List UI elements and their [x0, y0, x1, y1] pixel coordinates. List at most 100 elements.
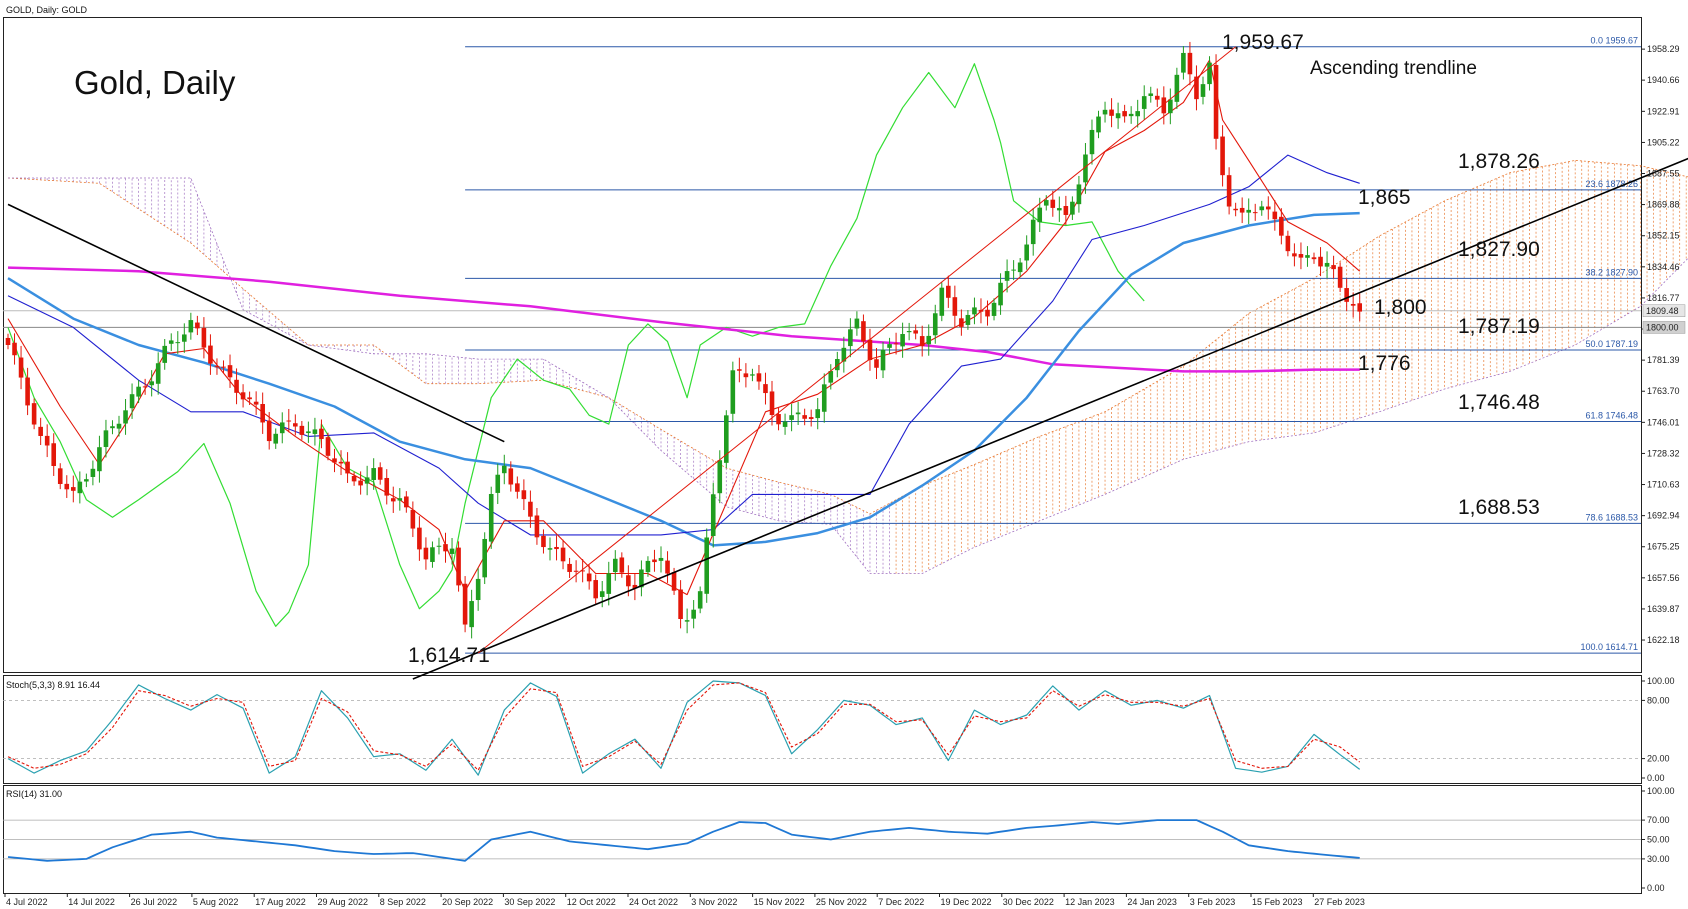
candle-body	[1194, 76, 1199, 100]
candle-body	[371, 468, 376, 480]
candle-body	[978, 309, 984, 312]
price-tick-label: 1816.77	[1647, 293, 1680, 303]
candle-body	[25, 377, 30, 406]
time-tick-label: 24 Jan 2023	[1127, 897, 1177, 907]
candle-body	[1057, 208, 1062, 211]
candle-body	[828, 371, 834, 383]
sma-slow-value-label: 1,776	[1358, 352, 1411, 375]
price-tick-label: 1710.63	[1647, 480, 1680, 490]
candle-body	[815, 409, 821, 419]
candle-body	[1259, 206, 1265, 211]
candle-body	[926, 335, 932, 345]
candle-body	[854, 318, 860, 329]
candle-body	[612, 558, 618, 573]
candle-body	[488, 493, 494, 542]
candle-body	[919, 336, 925, 347]
fib-level-label-100.0: 100.0 1614.71	[1580, 642, 1638, 652]
price-tick-label: 1622.18	[1647, 635, 1680, 645]
candle-body	[684, 620, 690, 622]
candle-body	[1148, 93, 1154, 96]
candle-body	[1037, 207, 1043, 223]
price-tick-label: 1922.91	[1647, 106, 1680, 116]
candle-body	[57, 468, 63, 485]
candle-body	[639, 569, 644, 588]
candle-body	[710, 494, 716, 536]
swing-channel-line	[477, 46, 1236, 654]
rsi-tick-label: 0.00	[1647, 883, 1665, 893]
candle-body	[306, 431, 311, 434]
price-tag-box	[1642, 304, 1686, 318]
candle-body	[1063, 205, 1069, 215]
candle-body	[1168, 99, 1173, 114]
candle-body	[1220, 136, 1225, 176]
candle-body	[782, 421, 788, 427]
candle-body	[880, 349, 886, 371]
candle-body	[586, 573, 592, 582]
candle-body	[38, 426, 43, 436]
stoch-pane-frame	[3, 675, 1642, 784]
candle-body	[737, 369, 742, 371]
candlesticks	[5, 41, 1363, 639]
time-tick-label: 14 Jul 2022	[68, 897, 115, 907]
candle-body	[952, 297, 958, 316]
candle-body	[312, 429, 318, 434]
candle-body	[671, 572, 677, 591]
candle-body	[364, 477, 370, 484]
rsi-pane: 100.00 70.00 50.00 30.00 0.00	[3, 786, 1675, 893]
time-tick-label: 20 Sep 2022	[442, 897, 493, 907]
candle-body	[861, 321, 866, 342]
candle-body	[1200, 84, 1206, 97]
candle-body	[1239, 207, 1245, 213]
candle-body	[384, 477, 390, 496]
candle-body	[554, 546, 559, 550]
candle-body	[103, 430, 109, 447]
candle-body	[462, 583, 468, 625]
candle-body	[906, 331, 912, 333]
price-tag-label: 1809.48	[1646, 306, 1679, 316]
time-tick-label: 19 Dec 2022	[941, 897, 992, 907]
stochastic-pane: 100.00 80.00 20.00 0.00	[3, 676, 1675, 783]
time-tick-label: 15 Nov 2022	[754, 897, 805, 907]
candle-body	[913, 330, 918, 334]
time-tick-label: 7 Dec 2022	[878, 897, 924, 907]
candle-body	[1298, 254, 1304, 258]
candle-body	[221, 366, 226, 368]
candle-body	[567, 563, 572, 572]
time-tick-label: 15 Feb 2023	[1252, 897, 1303, 907]
candle-body	[1076, 184, 1082, 205]
rsi-tick-label: 70.00	[1647, 815, 1670, 825]
candle-body	[691, 609, 696, 619]
candle-body	[1135, 111, 1140, 117]
stoch-tick-label: 20.00	[1647, 754, 1670, 764]
candle-body	[665, 560, 670, 574]
candle-body	[417, 527, 422, 550]
candle-body	[1337, 266, 1343, 288]
rsi-line	[7, 819, 1360, 862]
candle-body	[874, 359, 879, 368]
candle-body	[1265, 206, 1271, 210]
time-tick-label: 12 Jan 2023	[1065, 897, 1115, 907]
candle-body	[423, 547, 429, 560]
candle-body	[1174, 74, 1180, 102]
candle-body	[1024, 244, 1029, 261]
candle-body	[436, 545, 442, 547]
candle-body	[717, 460, 723, 494]
price-tick-label: 1692.94	[1647, 511, 1680, 521]
candle-body	[1096, 116, 1101, 133]
candle-body	[697, 591, 703, 609]
candle-body	[946, 285, 951, 298]
candle-body	[835, 358, 840, 371]
candle-body	[1004, 271, 1010, 281]
candle-body	[247, 397, 252, 400]
time-tick-label: 5 Aug 2022	[193, 897, 239, 907]
time-tick-label: 29 Aug 2022	[318, 897, 369, 907]
candle-body	[168, 340, 174, 344]
price-tick-label: 1958.29	[1647, 44, 1680, 54]
fib-annotation-786: 1,688.53	[1458, 496, 1540, 519]
candle-body	[1181, 52, 1186, 73]
rsi-tick-label: 50.00	[1647, 835, 1670, 845]
candle-body	[299, 425, 305, 435]
chikou-span-line	[7, 63, 1145, 627]
stoch-tick-label: 100.00	[1647, 676, 1675, 686]
